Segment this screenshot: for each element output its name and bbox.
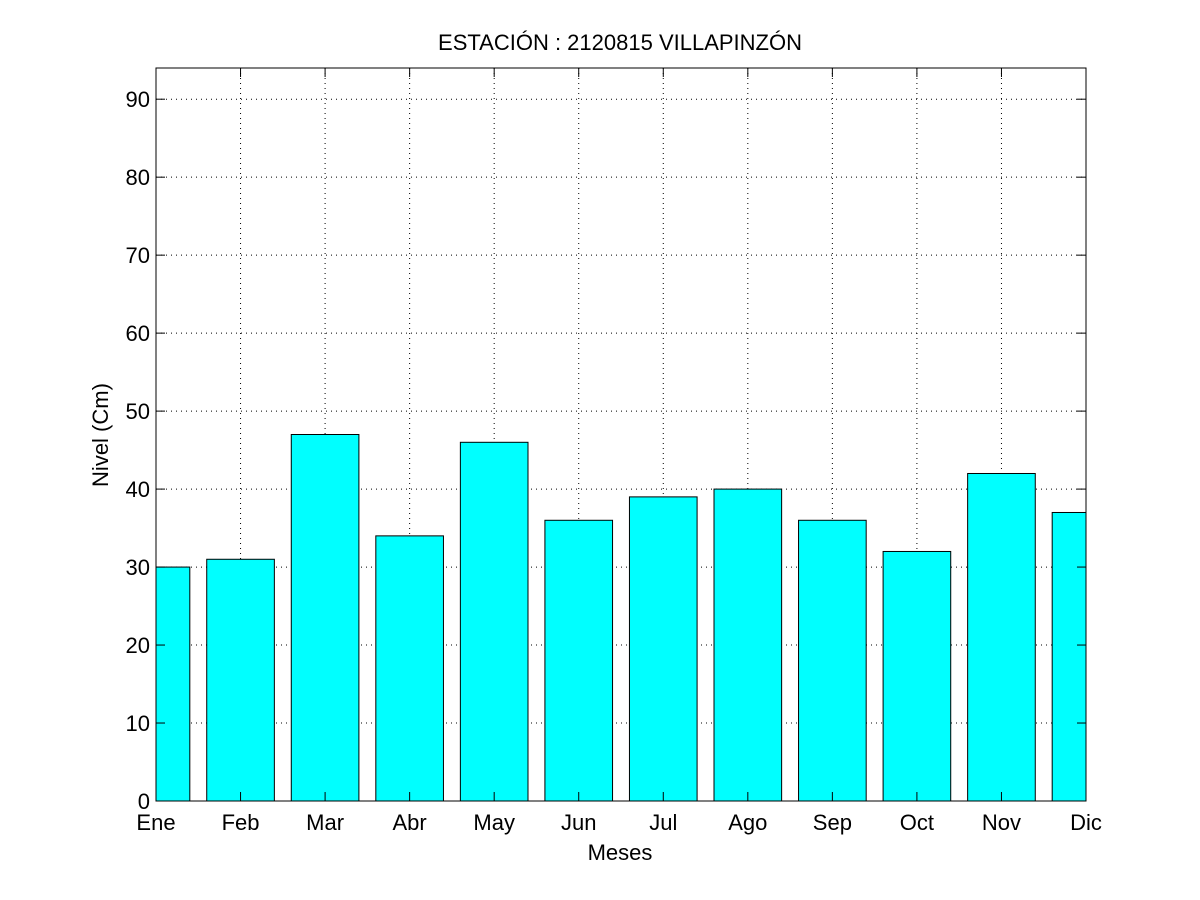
y-axis-label: Nivel (Cm) <box>88 383 113 487</box>
y-tick-label: 0 <box>138 789 150 814</box>
x-tick-label-jul: Jul <box>649 810 677 835</box>
x-tick-label-may: May <box>473 810 515 835</box>
x-tick-label-sep: Sep <box>813 810 852 835</box>
x-tick-label-nov: Nov <box>982 810 1021 835</box>
bar-sep <box>798 519 867 801</box>
x-axis-label: Meses <box>588 840 653 865</box>
bar-ago <box>713 488 783 801</box>
y-tick-labels: 0 10 20 30 40 50 60 70 80 90 <box>126 87 150 814</box>
x-tick-labels: Ene Feb Mar Abr May Jun Jul Ago Sep Oct Nov Dic <box>136 810 1101 835</box>
chart-title: ESTACIÓN : 2120815 VILLAPINZÓN <box>438 30 802 55</box>
y-tick-label: 40 <box>126 477 150 502</box>
bar-ene <box>156 566 191 801</box>
y-tick-label: 30 <box>126 555 150 580</box>
y-tick-label: 80 <box>126 165 150 190</box>
bar-jun <box>544 519 614 801</box>
x-tick-label-oct: Oct <box>900 810 934 835</box>
bar-abr <box>375 535 444 801</box>
y-tick-label: 70 <box>126 243 150 268</box>
bar-jul <box>628 496 698 801</box>
x-tick-label-mar: Mar <box>306 810 344 835</box>
tick-marks <box>155 68 1087 802</box>
bar-nov <box>967 472 1036 801</box>
x-tick-label-ene: Ene <box>136 810 175 835</box>
y-tick-label: 10 <box>126 711 150 736</box>
y-tick-label: 20 <box>126 633 150 658</box>
y-tick-label: 90 <box>126 87 150 112</box>
x-tick-label-feb: Feb <box>222 810 260 835</box>
bar-oct <box>882 550 952 801</box>
x-tick-label-abr: Abr <box>393 810 427 835</box>
y-tick-label: 50 <box>126 399 150 424</box>
x-tick-label-ago: Ago <box>728 810 767 835</box>
bar-mar <box>290 434 360 801</box>
bar-may <box>459 441 529 801</box>
bar-feb <box>206 558 275 801</box>
x-tick-label-jun: Jun <box>561 810 596 835</box>
y-tick-label: 60 <box>126 321 150 346</box>
plot-frame <box>155 67 1087 802</box>
x-tick-label-dic: Dic <box>1070 810 1102 835</box>
